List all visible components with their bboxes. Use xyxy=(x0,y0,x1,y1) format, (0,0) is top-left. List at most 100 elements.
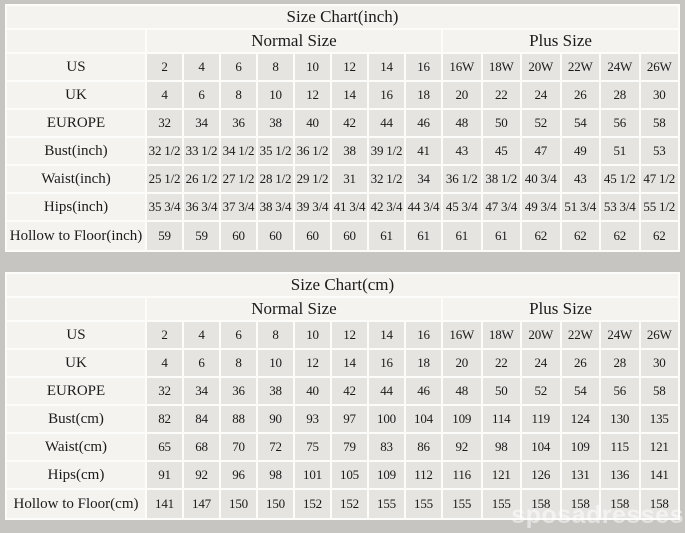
size-value-cell: 86 xyxy=(406,434,441,460)
size-value-cell: 10 xyxy=(258,350,293,376)
size-value-cell: 75 xyxy=(295,434,330,460)
size-value-cell: 8 xyxy=(221,82,256,108)
size-value-cell: 10 xyxy=(295,54,330,80)
size-value-cell: 37 3/4 xyxy=(221,194,256,220)
table-row: UK 4 6 8 10 12 14 16 18 20 22 24 26 28 30 xyxy=(7,350,678,376)
size-value-cell: 49 3/4 xyxy=(522,194,560,220)
table-row: US 2 4 6 8 10 12 14 16 16W 18W 20W 22W 24W 26W xyxy=(7,322,678,348)
row-label: Hips(cm) xyxy=(7,462,145,488)
corner-cell xyxy=(7,30,145,52)
size-value-cell: 43 xyxy=(443,138,481,164)
size-value-cell: 39 1/2 xyxy=(369,138,404,164)
row-label: Hollow to Floor(inch) xyxy=(7,222,145,250)
size-value-cell: 158 xyxy=(561,490,599,518)
size-value-cell: 18 xyxy=(406,82,441,108)
size-value-cell: 52 xyxy=(522,110,560,136)
size-value-cell: 30 xyxy=(640,82,678,108)
size-value-cell: 2 xyxy=(147,322,182,348)
size-value-cell: 6 xyxy=(221,54,256,80)
size-value-cell: 35 1/2 xyxy=(258,138,293,164)
size-value-cell: 48 xyxy=(443,378,481,404)
size-value-cell: 65 xyxy=(147,434,182,460)
size-value-cell: 55 1/2 xyxy=(640,194,678,220)
size-value-cell: 109 xyxy=(443,406,481,432)
row-label: Bust(cm) xyxy=(7,406,145,432)
size-value-cell: 90 xyxy=(258,406,293,432)
size-value-cell: 18W xyxy=(482,322,520,348)
size-value-cell: 126 xyxy=(522,462,560,488)
size-value-cell: 10 xyxy=(295,322,330,348)
size-value-cell: 22 xyxy=(482,82,520,108)
size-value-cell: 38 1/2 xyxy=(482,166,520,192)
normal-size-header: Normal Size xyxy=(147,298,441,320)
size-value-cell: 8 xyxy=(258,54,293,80)
row-label: Bust(inch) xyxy=(7,138,145,164)
size-value-cell: 16 xyxy=(369,350,404,376)
table-row: Waist(inch) 25 1/2 26 1/2 27 1/2 28 1/2 29 1/… xyxy=(7,166,678,192)
size-value-cell: 32 xyxy=(147,110,182,136)
size-value-cell: 109 xyxy=(561,434,599,460)
size-value-cell: 33 1/2 xyxy=(184,138,219,164)
table-row: Hips(inch) 35 3/4 36 3/4 37 3/4 38 3/4 39 3/4… xyxy=(7,194,678,220)
size-value-cell: 14 xyxy=(369,54,404,80)
size-value-cell: 6 xyxy=(184,350,219,376)
size-chart-cm-table: Size Chart(cm) Normal Size Plus Size US 2… xyxy=(5,272,680,520)
size-value-cell: 16W xyxy=(443,322,481,348)
size-value-cell: 44 xyxy=(369,110,404,136)
size-value-cell: 12 xyxy=(332,322,367,348)
table-row: Bust(cm) 82 84 88 90 93 97 100 104 109 114 119 124 13… xyxy=(7,406,678,432)
size-value-cell: 40 3/4 xyxy=(522,166,560,192)
size-value-cell: 28 xyxy=(601,350,639,376)
size-value-cell: 16 xyxy=(369,82,404,108)
size-chart-page: { "page": { "background": "#c6c5c2", "wa… xyxy=(0,4,685,533)
size-value-cell: 32 1/2 xyxy=(369,166,404,192)
size-value-cell: 88 xyxy=(221,406,256,432)
row-label: EUROPE xyxy=(7,110,145,136)
size-value-cell: 28 xyxy=(601,82,639,108)
size-value-cell: 49 xyxy=(561,138,599,164)
size-value-cell: 130 xyxy=(601,406,639,432)
table-row: EUROPE 32 34 36 38 40 42 44 46 48 50 52 54 56 58 xyxy=(7,378,678,404)
size-value-cell: 105 xyxy=(332,462,367,488)
table-row: Waist(cm) 65 68 70 72 75 79 83 86 92 98 104 109 115 12… xyxy=(7,434,678,460)
size-value-cell: 4 xyxy=(147,350,182,376)
size-value-cell: 36 xyxy=(221,110,256,136)
size-value-cell: 62 xyxy=(640,222,678,250)
group-header-row: Normal Size Plus Size xyxy=(7,298,678,320)
size-value-cell: 26 xyxy=(561,350,599,376)
size-value-cell: 46 xyxy=(406,378,441,404)
size-value-cell: 155 xyxy=(482,490,520,518)
size-value-cell: 4 xyxy=(184,54,219,80)
size-value-cell: 98 xyxy=(258,462,293,488)
size-value-cell: 14 xyxy=(332,82,367,108)
size-value-cell: 60 xyxy=(332,222,367,250)
size-value-cell: 124 xyxy=(561,406,599,432)
size-value-cell: 12 xyxy=(332,54,367,80)
group-header-row: Normal Size Plus Size xyxy=(7,30,678,52)
size-value-cell: 24 xyxy=(522,350,560,376)
size-value-cell: 92 xyxy=(184,462,219,488)
size-value-cell: 104 xyxy=(522,434,560,460)
table-row: US 2 4 6 8 10 12 14 16 16W 18W 20W 22W 24W 26W xyxy=(7,54,678,80)
size-value-cell: 158 xyxy=(601,490,639,518)
corner-cell xyxy=(7,298,145,320)
size-value-cell: 22 xyxy=(482,350,520,376)
size-value-cell: 8 xyxy=(258,322,293,348)
size-value-cell: 32 xyxy=(147,378,182,404)
size-value-cell: 141 xyxy=(640,462,678,488)
size-value-cell: 52 xyxy=(522,378,560,404)
size-value-cell: 22W xyxy=(561,54,599,80)
size-value-cell: 36 xyxy=(221,378,256,404)
size-value-cell: 48 xyxy=(443,110,481,136)
size-value-cell: 39 3/4 xyxy=(295,194,330,220)
size-value-cell: 42 3/4 xyxy=(369,194,404,220)
size-value-cell: 150 xyxy=(258,490,293,518)
size-value-cell: 8 xyxy=(221,350,256,376)
table-title-row: Size Chart(inch) xyxy=(7,6,678,28)
size-value-cell: 101 xyxy=(295,462,330,488)
size-value-cell: 121 xyxy=(640,434,678,460)
size-value-cell: 61 xyxy=(406,222,441,250)
size-value-cell: 100 xyxy=(369,406,404,432)
size-value-cell: 31 xyxy=(332,166,367,192)
size-value-cell: 53 3/4 xyxy=(601,194,639,220)
